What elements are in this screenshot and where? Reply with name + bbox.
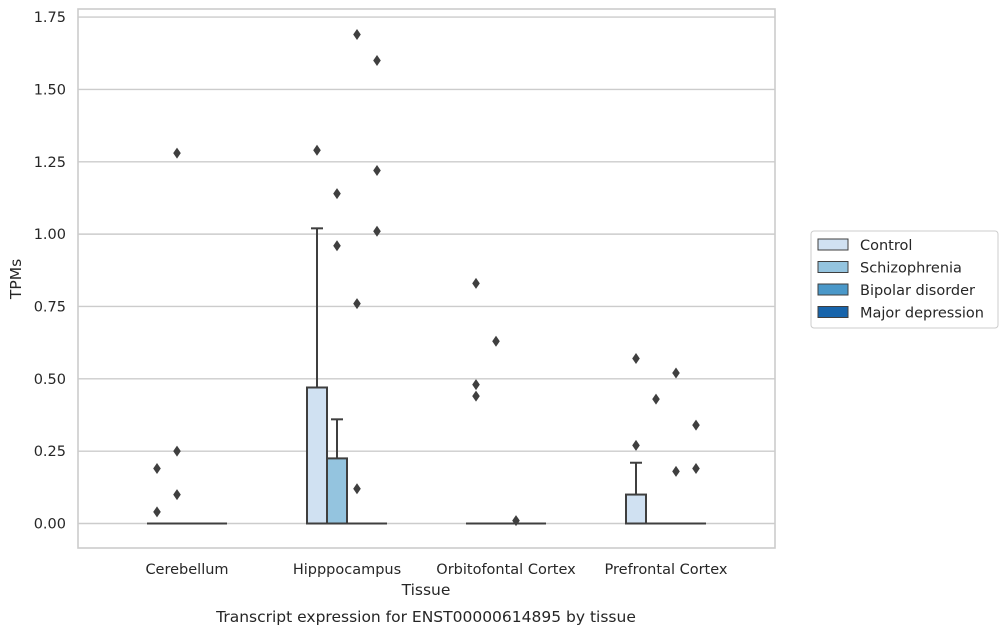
y-tick-label: 0.50 [34, 372, 66, 388]
y-axis-ticks: 0.00 0.25 0.50 0.75 1.00 1.25 1.50 1.75 [34, 10, 66, 532]
outlier-point [353, 483, 361, 495]
outlier-point [692, 463, 700, 475]
outlier-point [692, 419, 700, 431]
outlier-point [373, 164, 381, 176]
outlier-point [472, 379, 480, 391]
y-tick-label: 1.00 [34, 227, 66, 243]
outlier-point [173, 147, 181, 159]
y-axis-title: TPMs [7, 259, 25, 300]
x-axis-ticks: Cerebellum Hipppocampus Orbitofontal Corte… [145, 562, 727, 578]
box-schizophrenia [326, 418, 348, 525]
outlier-point [632, 439, 640, 451]
y-tick-label: 1.50 [34, 82, 66, 98]
box-control [625, 461, 647, 525]
legend-label: Bipolar disorder [860, 283, 975, 299]
box-body [625, 493, 647, 525]
chart-caption: Transcript expression for ENST0000061489… [215, 608, 636, 626]
box-body [306, 386, 328, 525]
boxes [147, 227, 706, 525]
outlier-point [652, 393, 660, 405]
outlier-point [472, 277, 480, 289]
legend-swatch [817, 306, 849, 318]
plot-area-frame [77, 8, 776, 549]
legend-swatch [817, 261, 849, 273]
outlier-point [353, 298, 361, 310]
y-tick-label: 1.25 [34, 155, 66, 171]
box-body [326, 457, 348, 525]
legend-item: Bipolar disorder [817, 283, 975, 299]
outlier-point [333, 188, 341, 200]
outlier-point [353, 28, 361, 40]
y-tick-label: 1.75 [34, 10, 66, 26]
outlier-point [472, 390, 480, 402]
legend-label: Control [860, 238, 912, 254]
outlier-point [173, 489, 181, 501]
outlier-point [672, 367, 680, 379]
outlier-point [632, 353, 640, 365]
x-tick-label: Orbitofontal Cortex [436, 562, 576, 578]
outlier-point [672, 465, 680, 477]
legend-label: Schizophrenia [860, 261, 962, 277]
outlier-point [153, 506, 161, 518]
outlier-point [512, 515, 520, 527]
legend-swatch [817, 238, 849, 251]
legend-swatch [817, 283, 849, 296]
outlier-point [313, 144, 321, 156]
legend-item: Schizophrenia [817, 261, 962, 277]
legend-frame [810, 230, 999, 329]
legend-item: Control [817, 238, 912, 254]
legend: Control Schizophrenia Bipolar disorder Majo… [810, 230, 999, 329]
legend-item: Major depression [817, 306, 984, 322]
gridlines [78, 16, 775, 525]
legend-label: Major depression [860, 306, 984, 322]
outlier-point [333, 240, 341, 252]
x-tick-label: Hipppocampus [293, 562, 401, 578]
x-axis-title: Tissue [401, 581, 451, 599]
outlier-point [373, 225, 381, 237]
x-tick-label: Prefrontal Cortex [605, 562, 728, 578]
outlier-point [153, 463, 161, 475]
outlier-point [373, 55, 381, 67]
outliers [153, 28, 700, 527]
y-tick-label: 0.25 [34, 444, 66, 460]
y-tick-label: 0.75 [34, 299, 66, 315]
y-tick-label: 0.00 [34, 517, 66, 533]
outlier-point [173, 445, 181, 457]
box-control [306, 227, 328, 525]
outlier-point [492, 335, 500, 347]
x-tick-label: Cerebellum [145, 562, 228, 578]
